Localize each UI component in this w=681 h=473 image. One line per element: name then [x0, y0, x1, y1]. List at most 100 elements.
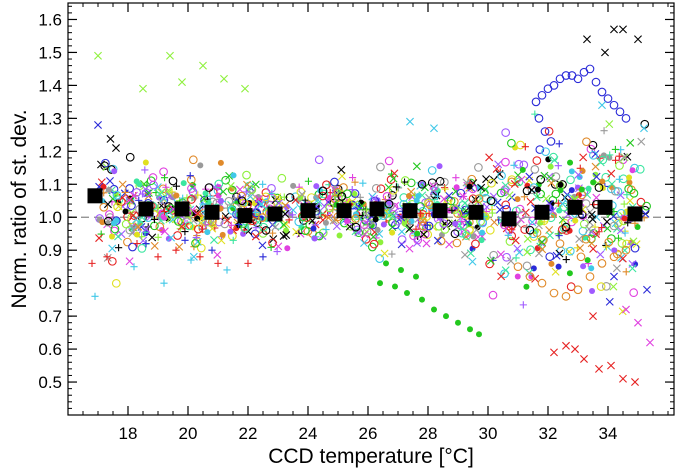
scatter-point — [453, 184, 460, 191]
scatter-point — [441, 185, 449, 193]
scatter-point — [621, 229, 629, 237]
y-axis-title: Norm. ratio of st. dev. — [8, 109, 31, 308]
scatter-point — [471, 239, 480, 249]
scatter-point — [585, 64, 595, 74]
scatter-point — [336, 232, 343, 239]
scatter-point — [384, 183, 393, 192]
scatter-point — [257, 200, 266, 209]
scatter-point — [254, 194, 263, 203]
scatter-point — [531, 274, 540, 283]
scatter-point — [284, 245, 291, 252]
scatter-point — [397, 227, 406, 236]
scatter-point — [364, 216, 373, 225]
scatter-point — [609, 221, 619, 231]
scatter-point — [481, 185, 490, 194]
scatter-point — [372, 216, 379, 223]
scatter-point — [523, 283, 530, 290]
scatter-point — [393, 216, 403, 226]
scatter-point — [478, 237, 485, 244]
scatter-point — [494, 160, 503, 169]
scatter-point — [589, 150, 598, 160]
scatter-point — [413, 197, 420, 204]
scatter-point — [121, 219, 131, 229]
scatter-point — [626, 179, 633, 186]
scatter-point — [322, 219, 329, 226]
scatter-point — [168, 215, 177, 224]
scatter-point — [422, 239, 431, 248]
scatter-point — [261, 192, 271, 202]
scatter-point — [130, 263, 138, 271]
scatter-point — [292, 227, 301, 236]
scatter-point — [458, 192, 467, 201]
scatter-point — [129, 211, 138, 220]
scatter-point — [619, 374, 627, 383]
scatter-point — [574, 170, 583, 179]
scatter-point — [610, 272, 618, 281]
scatter-point — [326, 194, 333, 201]
scatter-point — [452, 220, 459, 227]
scatter-point — [548, 260, 555, 267]
scatter-point — [507, 138, 516, 148]
scatter-point — [123, 237, 132, 247]
scatter-point — [406, 220, 414, 229]
scatter-point — [601, 281, 611, 291]
x-axis-title: CCD temperature [°C] — [268, 445, 474, 468]
scatter-point — [419, 230, 428, 239]
scatter-point — [94, 120, 102, 129]
scatter-point — [573, 285, 583, 295]
scatter-point — [128, 224, 136, 232]
scatter-point — [282, 231, 291, 240]
plot-frame — [67, 2, 675, 416]
scatter-point — [578, 186, 585, 193]
scatter-point — [406, 117, 414, 126]
scatter-point — [413, 238, 422, 247]
scatter-point — [210, 235, 219, 244]
scatter-point — [517, 175, 526, 184]
scatter-point — [141, 166, 149, 174]
scatter-point — [405, 224, 414, 233]
scatter-point — [91, 292, 99, 300]
scatter-point — [142, 225, 151, 234]
scatter-point — [496, 188, 506, 198]
scatter-point — [351, 214, 360, 223]
scatter-point — [138, 233, 146, 241]
scatter-point — [137, 244, 147, 253]
scatter-point — [528, 218, 537, 227]
scatter-point — [592, 230, 600, 239]
scatter-point — [192, 233, 200, 242]
scatter-point — [576, 252, 586, 262]
scatter-point — [562, 255, 570, 264]
scatter-point — [436, 163, 443, 170]
scatter-point — [505, 191, 514, 200]
scatter-point — [630, 243, 640, 253]
scatter-point — [389, 174, 398, 183]
scatter-point — [532, 193, 541, 202]
scatter-point — [175, 242, 184, 251]
scatter-point — [571, 345, 579, 354]
scatter-point — [121, 188, 129, 197]
scatter-point — [629, 167, 636, 174]
y-tick-label: 0.8 — [38, 274, 62, 293]
scatter-point — [557, 181, 564, 188]
scatter-point — [384, 199, 394, 209]
scatter-point — [537, 219, 544, 226]
binned-mean-marker — [501, 211, 517, 227]
scatter-point — [173, 231, 182, 240]
scatter-point — [481, 193, 490, 203]
scatter-point — [598, 101, 606, 110]
scatter-point — [485, 153, 494, 162]
binned-mean-marker — [597, 199, 613, 215]
scatter-point — [535, 249, 544, 258]
scatter-point — [144, 188, 153, 197]
scatter-point — [150, 221, 159, 231]
scatter-point — [117, 230, 126, 239]
scatter-point — [397, 235, 407, 244]
scatter-point — [108, 244, 117, 253]
scatter-point — [106, 176, 114, 185]
scatter-point — [362, 227, 372, 237]
scatter-point — [194, 191, 202, 199]
scatter-point — [277, 173, 287, 183]
y-tick-label: 1.0 — [38, 208, 62, 227]
scatter-point — [164, 202, 174, 211]
scatter-point — [148, 233, 157, 242]
